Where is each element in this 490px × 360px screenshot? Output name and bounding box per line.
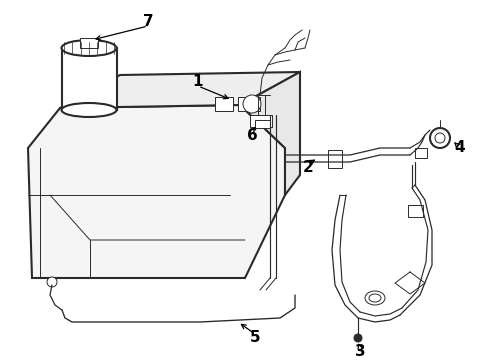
- Bar: [255, 120, 270, 128]
- Bar: [250, 115, 272, 127]
- Ellipse shape: [62, 103, 117, 117]
- Text: 7: 7: [143, 14, 153, 30]
- Bar: [238, 97, 260, 111]
- Bar: [80, 38, 98, 48]
- Ellipse shape: [365, 291, 385, 305]
- Bar: [328, 150, 342, 168]
- Bar: [215, 97, 233, 111]
- Text: 1: 1: [193, 75, 203, 90]
- Text: 5: 5: [250, 330, 260, 346]
- Bar: [408, 205, 423, 217]
- Bar: [62, 48, 117, 110]
- Text: 4: 4: [455, 140, 466, 156]
- Polygon shape: [28, 105, 285, 278]
- Circle shape: [430, 128, 450, 148]
- Circle shape: [47, 277, 57, 287]
- Circle shape: [243, 95, 261, 113]
- Text: 3: 3: [355, 345, 366, 360]
- Polygon shape: [60, 72, 300, 108]
- Text: 6: 6: [246, 127, 257, 143]
- Ellipse shape: [62, 40, 117, 56]
- Text: 2: 2: [303, 161, 314, 175]
- Polygon shape: [240, 72, 300, 195]
- Circle shape: [354, 334, 362, 342]
- Bar: [415, 148, 427, 158]
